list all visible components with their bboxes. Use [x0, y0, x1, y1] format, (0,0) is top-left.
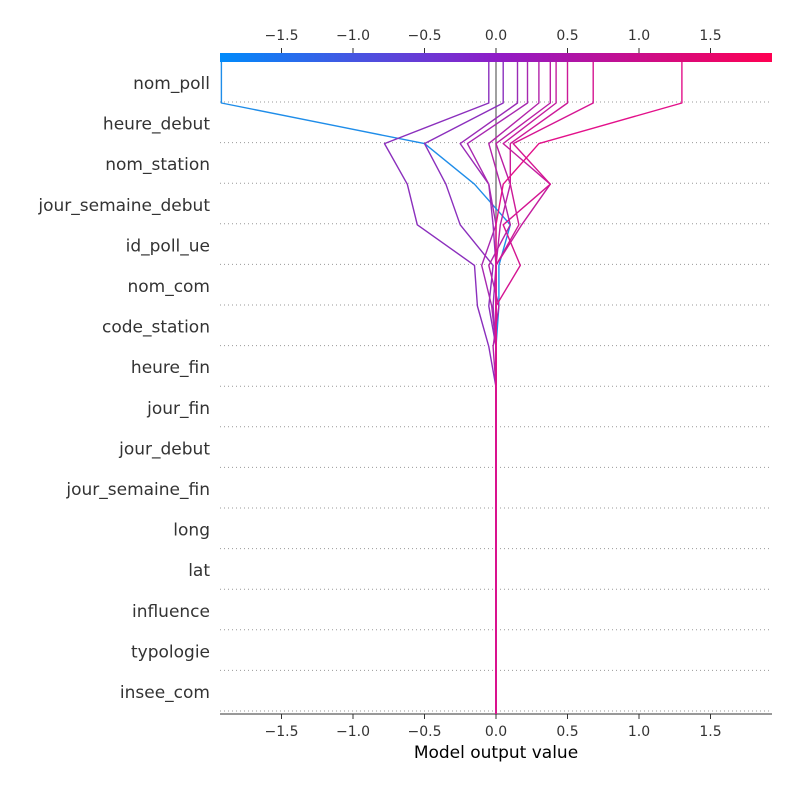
feature-label: jour_fin: [146, 399, 210, 419]
feature-label: jour_semaine_fin: [65, 480, 210, 500]
bottom-tick-label: 0.0: [485, 724, 507, 740]
top-tick-label: −0.5: [407, 28, 441, 44]
feature-label: jour_debut: [118, 439, 210, 459]
decision-lines: [220, 62, 683, 714]
bottom-tick-label: 0.5: [556, 724, 578, 740]
feature-labels: nom_poll heure_debut nom_station jour_semai…: [37, 74, 210, 703]
feature-label: jour_semaine_debut: [37, 196, 210, 216]
bottom-tick-label: −1.0: [336, 724, 370, 740]
decision-line: [495, 62, 569, 714]
decision-line: [495, 62, 683, 714]
colorbar: [220, 53, 772, 62]
bottom-tick-label: 1.5: [699, 724, 721, 740]
decision-line: [495, 62, 557, 714]
feature-label: nom_station: [105, 155, 210, 175]
decision-line: [495, 62, 551, 714]
top-tick-label: 0.0: [485, 28, 507, 44]
bottom-tick-label: −1.5: [264, 724, 298, 740]
feature-label: nom_poll: [133, 74, 210, 94]
feature-label: heure_debut: [103, 115, 210, 135]
decision-line: [423, 62, 504, 714]
top-tick-label: 0.5: [556, 28, 578, 44]
feature-label: long: [173, 521, 210, 541]
x-axis-title: Model output value: [414, 743, 578, 763]
feature-label: insee_com: [120, 683, 210, 703]
feature-label: lat: [188, 561, 210, 581]
decision-line: [383, 62, 497, 714]
feature-label: heure_fin: [131, 358, 210, 378]
decision-line: [459, 62, 519, 714]
feature-label: typologie: [131, 642, 210, 662]
feature-label: code_station: [102, 318, 210, 338]
top-tick-label: −1.5: [264, 28, 298, 44]
top-tick-label: 1.0: [628, 28, 650, 44]
bottom-tick-label: −0.5: [407, 724, 441, 740]
top-tick-label: −1.0: [336, 28, 370, 44]
decision-line: [466, 62, 529, 714]
feature-label: id_poll_ue: [126, 236, 210, 256]
top-tick-label: 1.5: [699, 28, 721, 44]
bottom-tick-label: 1.0: [628, 724, 650, 740]
decision-line: [220, 62, 511, 714]
feature-label: nom_com: [127, 277, 210, 297]
feature-label: influence: [132, 602, 210, 622]
axes: −1.5 −1.5 −1.0 −1.0 −0.5 −0.5 0.0 0.0 0.5 0.5 1.0 1…: [220, 28, 772, 740]
